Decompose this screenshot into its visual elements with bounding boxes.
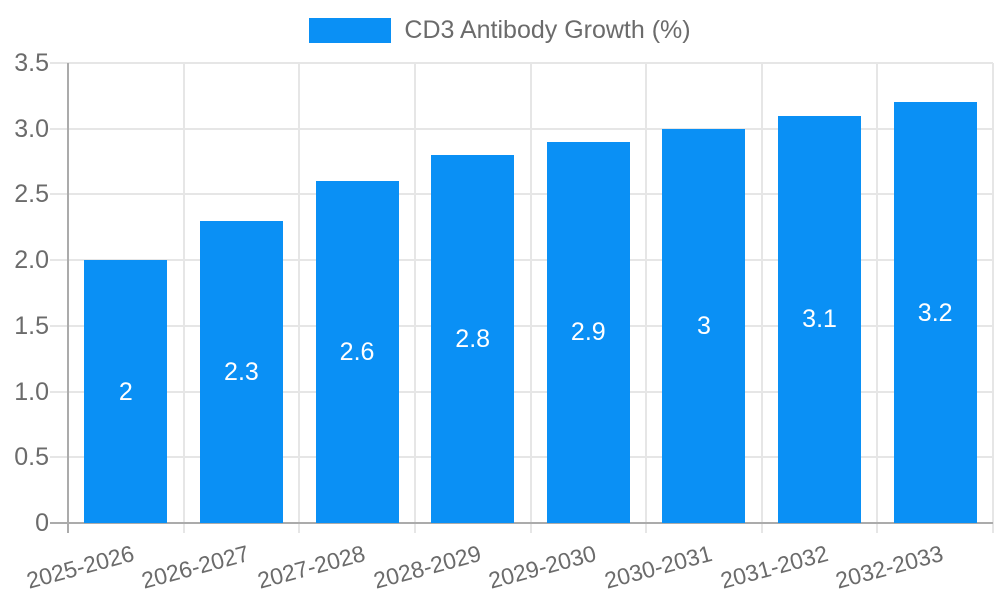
gridline-horizontal — [50, 324, 993, 327]
y-tick-label: 1.0 — [14, 377, 49, 406]
legend-item[interactable]: CD3 Antibody Growth (%) — [0, 16, 1000, 45]
gridline-vertical — [876, 63, 879, 533]
bar[interactable] — [199, 220, 283, 523]
y-tick-label: 1.5 — [14, 311, 49, 340]
x-tick-label: 2025-2026 — [23, 540, 137, 594]
x-tick-label: 2026-2027 — [139, 540, 253, 594]
gridline-vertical — [645, 63, 648, 533]
legend-swatch — [309, 18, 392, 43]
bar-value-label: 2.8 — [455, 325, 491, 353]
x-axis-line — [50, 522, 993, 524]
y-tick-label: 3.0 — [14, 114, 49, 143]
bar-value-label: 3 — [696, 311, 711, 340]
bar[interactable] — [778, 115, 862, 523]
gridline-vertical — [413, 63, 416, 533]
bar-value-label: 2 — [118, 377, 133, 406]
legend-label: CD3 Antibody Growth (%) — [404, 16, 691, 44]
bar[interactable] — [893, 102, 977, 523]
bar-value-label: 2.9 — [570, 318, 606, 347]
y-tick-label: 2.5 — [14, 180, 49, 209]
gridline-horizontal — [50, 390, 993, 393]
bar[interactable] — [546, 141, 630, 523]
bar-value-label: 3.1 — [802, 305, 837, 334]
gridline-horizontal — [50, 456, 993, 459]
gridline-vertical — [529, 63, 532, 533]
gridline-horizontal — [50, 127, 993, 130]
x-tick-label: 2027-2028 — [254, 540, 368, 594]
gridline-vertical — [182, 63, 185, 533]
gridline-horizontal — [50, 193, 993, 196]
gridline-vertical — [298, 63, 301, 533]
bar[interactable] — [315, 181, 399, 523]
y-tick-label: 2.0 — [14, 246, 49, 275]
bar-value-label: 3.2 — [917, 298, 953, 327]
bar-value-label: 2.3 — [224, 357, 259, 386]
y-tick-label: 3.5 — [14, 49, 49, 77]
gridline-horizontal — [50, 62, 993, 64]
bar[interactable] — [431, 155, 515, 523]
y-tick-label: 0 — [35, 509, 49, 537]
y-axis-line — [67, 63, 69, 533]
x-tick-label: 2029-2030 — [486, 540, 600, 594]
bar[interactable] — [662, 128, 746, 523]
bar[interactable] — [84, 260, 168, 523]
gridline-vertical — [992, 63, 994, 533]
x-tick-label: 2032-2033 — [832, 540, 946, 594]
x-tick-label: 2031-2032 — [717, 540, 831, 594]
gridline-vertical — [760, 63, 763, 533]
bar-value-label: 2.6 — [339, 338, 375, 367]
x-tick-label: 2028-2029 — [370, 540, 484, 594]
x-tick-label: 2030-2031 — [601, 540, 715, 594]
y-tick-label: 0.5 — [14, 443, 49, 472]
gridline-horizontal — [50, 259, 993, 262]
